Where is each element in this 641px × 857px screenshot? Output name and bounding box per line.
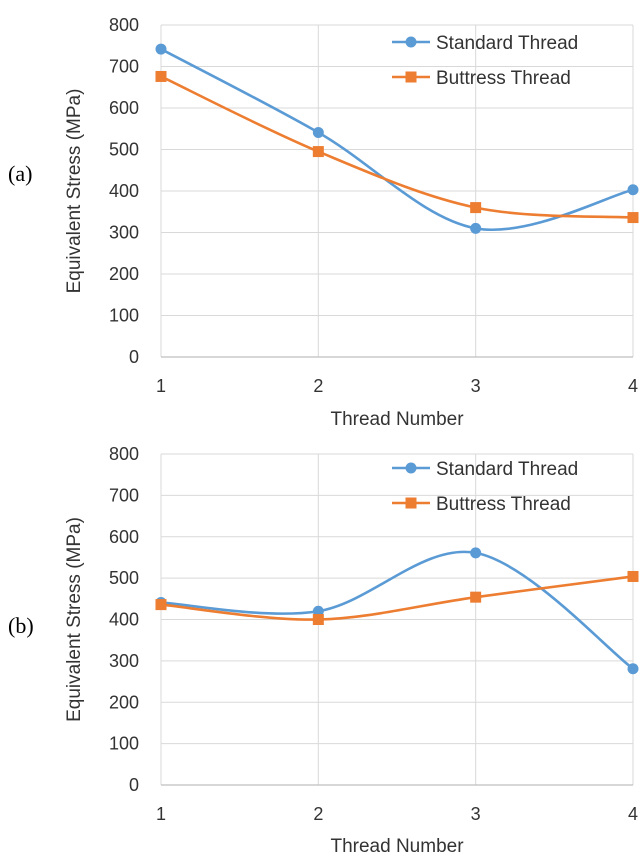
legend-label: Buttress Thread bbox=[436, 494, 571, 515]
series-line bbox=[160, 575, 634, 621]
panel-label: (a) bbox=[8, 161, 32, 186]
data-point-circle bbox=[470, 222, 482, 234]
data-point-square bbox=[312, 614, 324, 625]
legend: Standard Thread Buttress Thread bbox=[392, 33, 578, 89]
y-tick-label: 200 bbox=[109, 264, 139, 284]
legend-label: Buttress Thread bbox=[436, 68, 571, 89]
legend-marker-square bbox=[405, 497, 417, 509]
x-tick-label: 3 bbox=[471, 804, 481, 824]
x-axis-title: Thread Number bbox=[330, 409, 464, 430]
y-tick-label: 400 bbox=[109, 610, 139, 630]
y-axis-title: Equivalent Stress (MPa) bbox=[64, 89, 85, 294]
y-tick-label: 700 bbox=[109, 57, 139, 77]
y-tick-label: 600 bbox=[109, 98, 139, 118]
y-tick-label: 400 bbox=[109, 181, 139, 201]
x-axis-title: Thread Number bbox=[330, 836, 464, 857]
y-tick-label: 800 bbox=[109, 15, 139, 35]
y-axis-title: Equivalent Stress (MPa) bbox=[64, 517, 85, 722]
data-point-circle bbox=[312, 126, 324, 138]
data-point-square bbox=[312, 146, 324, 158]
y-tick-label: 100 bbox=[109, 306, 139, 326]
y-tick-label: 0 bbox=[129, 775, 139, 795]
series-buttress-thread bbox=[155, 70, 639, 224]
legend-label: Standard Thread bbox=[436, 33, 578, 54]
chart-panel-b: 0 100 200 300 400 500 600 700 800 1 2 3 4 Thread Numb… bbox=[0, 430, 641, 857]
y-tick-label: 300 bbox=[109, 651, 139, 671]
legend-item: Standard Thread bbox=[392, 459, 578, 480]
series-buttress-thread bbox=[155, 570, 639, 625]
panel-label: (b) bbox=[8, 613, 34, 638]
y-tick-label: 500 bbox=[109, 568, 139, 588]
data-point-square bbox=[155, 70, 167, 82]
legend-item: Buttress Thread bbox=[392, 494, 571, 515]
series-line bbox=[160, 550, 634, 670]
y-tick-label: 300 bbox=[109, 223, 139, 243]
y-tick-label: 500 bbox=[109, 140, 139, 160]
x-tick-label: 1 bbox=[156, 376, 166, 396]
y-tick-label: 600 bbox=[109, 527, 139, 547]
y-tick-label: 0 bbox=[129, 347, 139, 367]
data-point-square bbox=[627, 212, 639, 224]
x-tick-label: 4 bbox=[628, 376, 638, 396]
series-line bbox=[160, 75, 634, 219]
x-tick-label: 2 bbox=[313, 804, 323, 824]
legend-marker-circle bbox=[405, 36, 417, 48]
y-tick-label: 200 bbox=[109, 692, 139, 712]
data-point-square bbox=[470, 591, 482, 603]
legend-item: Standard Thread bbox=[392, 33, 578, 54]
data-point-circle bbox=[470, 547, 482, 559]
y-tick-label: 700 bbox=[109, 485, 139, 505]
data-point-square bbox=[470, 202, 482, 214]
legend: Standard Thread Buttress Thread bbox=[392, 459, 578, 515]
chart-b: 0 100 200 300 400 500 600 700 800 1 2 3 4 Thread Numb… bbox=[8, 444, 639, 857]
data-point-square bbox=[627, 570, 639, 582]
x-tick-label: 2 bbox=[313, 376, 323, 396]
y-tick-label: 100 bbox=[109, 734, 139, 754]
data-point-circle bbox=[155, 43, 167, 55]
x-tick-label: 4 bbox=[628, 804, 638, 824]
data-point-circle bbox=[312, 605, 324, 617]
x-tick-label: 1 bbox=[156, 804, 166, 824]
data-point-circle bbox=[627, 663, 639, 675]
x-tick-label: 3 bbox=[471, 376, 481, 396]
y-tick-label: 800 bbox=[109, 444, 139, 464]
chart-a: 0 100 200 300 400 500 600 700 800 1 2 3 4 Thread Numb… bbox=[8, 15, 639, 430]
data-point-circle bbox=[627, 184, 639, 196]
chart-panel-a: 0 100 200 300 400 500 600 700 800 1 2 3 4 Thread Numb… bbox=[8, 15, 639, 430]
data-point-square bbox=[155, 599, 167, 611]
legend-item: Buttress Thread bbox=[392, 68, 571, 89]
legend-marker-circle bbox=[405, 462, 417, 474]
legend-label: Standard Thread bbox=[436, 459, 578, 480]
legend-marker-square bbox=[405, 71, 417, 83]
